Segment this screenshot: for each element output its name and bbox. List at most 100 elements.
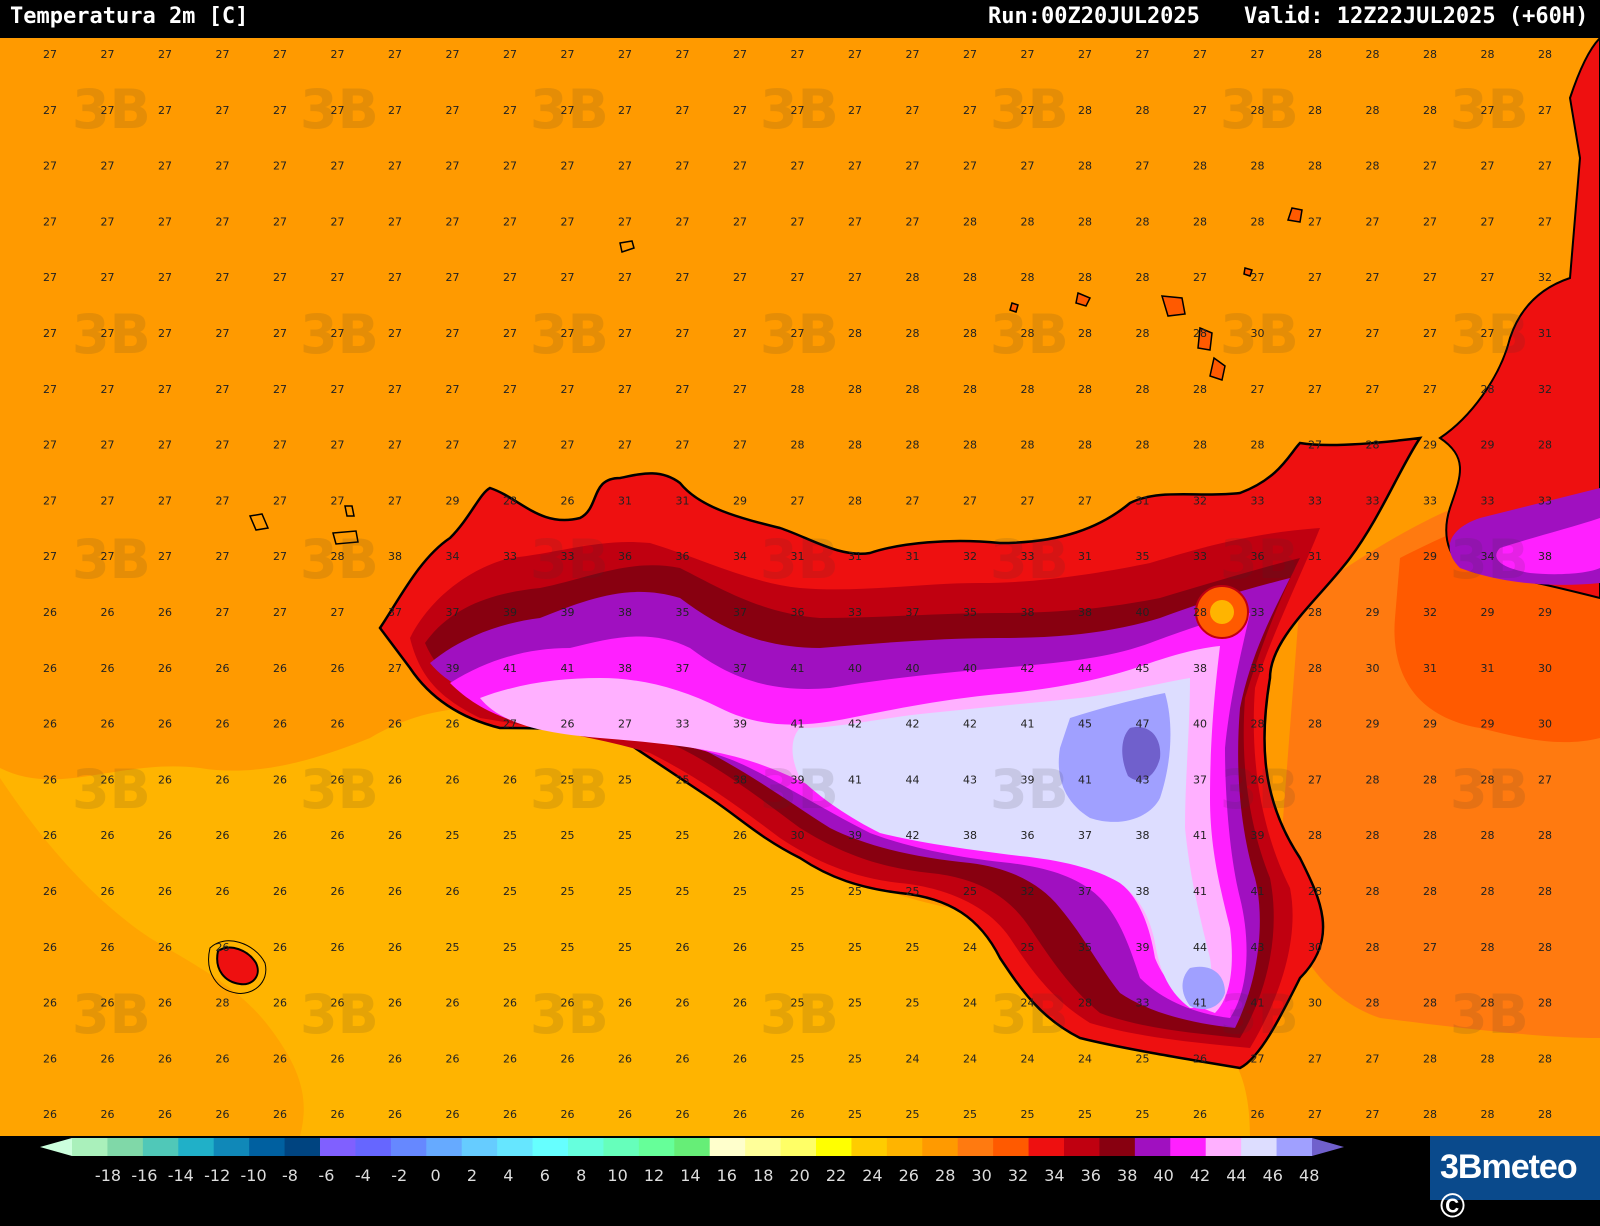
svg-text:3B: 3B [760,758,839,821]
grid-value: 26 [733,1108,747,1121]
grid-value: 26 [158,941,172,954]
grid-value: 28 [1251,718,1265,731]
grid-value: 26 [273,662,287,675]
grid-value: 43 [1136,773,1150,786]
grid-value: 27 [158,215,172,228]
grid-value: 41 [1193,829,1207,842]
grid-value: 27 [561,104,575,117]
svg-text:3B: 3B [1450,983,1529,1046]
grid-value: 26 [273,1108,287,1121]
grid-value: 41 [791,662,805,675]
grid-value: 27 [1366,1108,1380,1121]
legend-tick-label: -16 [131,1166,157,1185]
grid-value: 28 [1078,439,1092,452]
grid-value: 26 [561,997,575,1010]
grid-value: 27 [503,160,517,173]
grid-value: 27 [1366,215,1380,228]
grid-value: 25 [1136,1108,1150,1121]
legend-swatch [1170,1138,1207,1156]
grid-value: 33 [1308,494,1322,507]
grid-value: 27 [733,48,747,61]
grid-value: 32 [1538,271,1552,284]
grid-value: 39 [848,829,862,842]
sicily-zone-46-south [1182,966,1225,1010]
grid-value: 28 [1136,104,1150,117]
legend-tick-label: 6 [540,1166,550,1185]
grid-value: 36 [1021,829,1035,842]
grid-value: 26 [733,1052,747,1065]
grid-value: 27 [101,215,115,228]
grid-value: 26 [1193,1052,1207,1065]
grid-value: 31 [1481,662,1495,675]
grid-value: 28 [963,327,977,340]
legend-arrow-left [40,1138,72,1156]
grid-value: 27 [676,439,690,452]
grid-value: 35 [1078,941,1092,954]
grid-value: 28 [848,439,862,452]
grid-value: 25 [848,885,862,898]
legend-arrow-right [1312,1138,1344,1156]
grid-value: 26 [733,997,747,1010]
grid-value: 27 [1308,215,1322,228]
grid-value: 33 [1538,494,1552,507]
grid-value: 26 [791,1108,805,1121]
grid-value: 27 [158,327,172,340]
grid-value: 37 [1193,773,1207,786]
grid-value: 30 [1308,941,1322,954]
legend-swatch [816,1138,852,1156]
sicily-zone-48 [1122,727,1161,781]
grid-value: 38 [388,550,402,563]
grid-value: 27 [618,160,632,173]
grid-value: 26 [388,1052,402,1065]
grid-value: 27 [273,271,287,284]
legend-swatch [1028,1138,1065,1156]
grid-value: 28 [1078,383,1092,396]
grid-value: 25 [791,1052,805,1065]
grid-value: 27 [331,160,345,173]
svg-text:3B: 3B [1220,528,1299,591]
legend-tick-label: 8 [576,1166,586,1185]
svg-text:3B: 3B [760,528,839,591]
grid-value: 29 [1366,550,1380,563]
grid-value: 27 [101,271,115,284]
grid-value: 26 [216,941,230,954]
grid-value: 27 [273,48,287,61]
grid-value: 26 [388,997,402,1010]
grid-value: 27 [561,215,575,228]
grid-value: 27 [1078,48,1092,61]
grid-value: 26 [43,829,57,842]
grid-value: 37 [733,662,747,675]
grid-value: 28 [1481,48,1495,61]
grid-value: 45 [1078,718,1092,731]
grid-value: 37 [1078,885,1092,898]
grid-value: 26 [561,718,575,731]
grid-value: 26 [101,1108,115,1121]
grid-value: 27 [216,48,230,61]
grid-value: 41 [1193,997,1207,1010]
grid-value: 27 [331,606,345,619]
grid-value: 26 [676,941,690,954]
grid-value: 28 [848,494,862,507]
grid-value: 26 [43,773,57,786]
grid-value: 26 [331,1108,345,1121]
grid-value: 26 [158,606,172,619]
grid-value: 41 [503,662,517,675]
grid-value: 38 [1136,885,1150,898]
grid-value: 27 [331,439,345,452]
grid-value: 28 [1366,48,1380,61]
grid-value: 26 [101,997,115,1010]
grid-value: 27 [791,160,805,173]
grid-value: 27 [1366,271,1380,284]
legend-swatch [320,1138,356,1156]
grid-value: 27 [43,160,57,173]
grid-value: 26 [733,941,747,954]
grid-value: 27 [43,271,57,284]
grid-value: 28 [1538,1052,1552,1065]
sea-cool-zone [0,707,1250,1136]
grid-value: 27 [561,271,575,284]
svg-text:3B: 3B [1450,528,1529,591]
grid-value: 27 [1538,773,1552,786]
grid-value: 27 [1481,215,1495,228]
grid-value: 28 [1193,383,1207,396]
grid-value: 30 [1251,327,1265,340]
